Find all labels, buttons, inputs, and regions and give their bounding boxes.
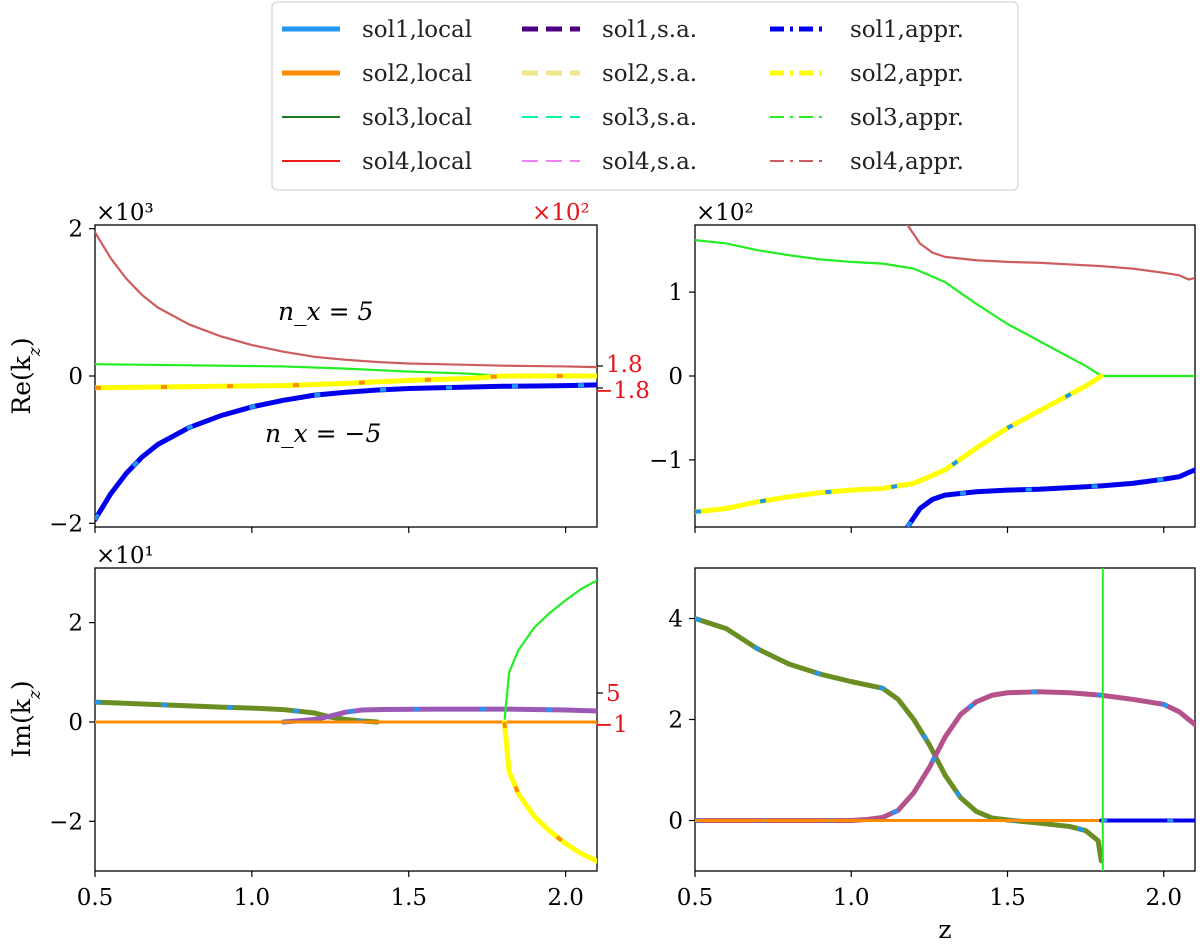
legend-label: sol2,local <box>362 61 472 87</box>
xlabel: z <box>938 915 951 944</box>
series-overlay-bottom-right <box>695 689 1195 823</box>
annotation-nx-positive: n_x = 5 <box>278 297 373 326</box>
legend-label: sol1,appr. <box>850 17 964 43</box>
ylabel-bottom: Im(kz) <box>7 680 45 757</box>
series-line-bottom-left-sol2-appr- <box>501 719 597 864</box>
series-line-top-right-sol1 <box>905 467 1195 527</box>
series-line-top-right-sol2 <box>695 373 1104 515</box>
ytick-label: 0 <box>668 809 683 835</box>
panel-bottom-left-frame <box>94 567 598 872</box>
xtick-label: 1.5 <box>390 885 427 911</box>
legend-label: sol1,s.a. <box>602 17 697 43</box>
series-overlay-bottom-left <box>502 721 597 863</box>
ytick-label: 4 <box>668 607 683 633</box>
ytick-label: −2 <box>49 809 83 835</box>
secondary-tick-top-left-1: 1.8 <box>606 352 643 378</box>
legend-label: sol4,s.a. <box>602 149 697 175</box>
xtick-label: 0.5 <box>77 885 114 911</box>
plot-layer: −2 0 2 −1 0 1 0.5 1.0 1.5 2.0 −2 0 2 0.5 1.0 1.5 2.0 0 2 4 <box>49 217 1195 911</box>
xtick-label: 2.0 <box>1145 885 1182 911</box>
secondary-scale-label-top-left: ×10² <box>532 200 590 226</box>
annotation-nx-negative: n_x = −5 <box>265 419 381 448</box>
secondary-tick-bottom-left-1: 5 <box>606 681 621 707</box>
series-line-top-right-sol3 <box>695 239 1195 378</box>
ytick-label: 2 <box>68 611 83 637</box>
series-line-top-left-sol4 <box>95 231 597 369</box>
series-overlay-top-left <box>95 382 597 521</box>
series-line-bottom-right-sol3 <box>695 616 1104 864</box>
xtick-label: 1.0 <box>833 885 870 911</box>
series-line-top-right-sol4 <box>906 225 1195 281</box>
series-line-bottom-left-sol4 <box>280 706 597 725</box>
scale-label-top-right: ×10² <box>696 200 754 226</box>
ytick-label: −1 <box>649 448 683 474</box>
ytick-label: 0 <box>68 364 83 390</box>
ytick-label: 2 <box>668 708 683 734</box>
panel-bottom-right-frame <box>694 567 1196 872</box>
legend-label: sol3,s.a. <box>602 105 697 131</box>
series-line-bottom-right-sol4 <box>695 689 1195 823</box>
secondary-tick-bottom-left-2: −1 <box>594 712 628 738</box>
legend-label: sol4,local <box>362 149 472 175</box>
secondary-tick-top-left-2: −1.8 <box>594 378 650 404</box>
legend-label: sol3,local <box>362 105 472 131</box>
legend-frame <box>271 1 1019 191</box>
xtick-label: 0.5 <box>677 885 714 911</box>
ytick-label: 1 <box>668 280 683 306</box>
xtick-label: 2.0 <box>547 885 584 911</box>
series-line-top-left-sol2 <box>95 373 597 391</box>
series-line-top-left-sol1 <box>95 382 597 523</box>
series-line-bottom-left-sol3-appr- <box>503 579 597 724</box>
legend: sol1,local sol2,local sol3,local sol4,local… <box>271 1 1019 191</box>
ytick-label: 0 <box>668 364 683 390</box>
series-line-bottom-left-sol3 <box>95 699 380 725</box>
scale-label-top-left: ×10³ <box>96 200 154 226</box>
legend-label: sol3,appr. <box>850 105 964 131</box>
legend-label: sol2,appr. <box>850 61 964 87</box>
ytick-label: −2 <box>49 511 83 537</box>
ytick-label: 0 <box>68 710 83 736</box>
legend-label: sol2,s.a. <box>602 61 697 87</box>
xtick-label: 1.5 <box>989 885 1026 911</box>
xtick-label: 1.0 <box>234 885 271 911</box>
scale-label-bottom-left: ×10¹ <box>96 543 154 569</box>
legend-label: sol1,local <box>362 17 472 43</box>
ytick-label: 2 <box>68 217 83 243</box>
ylabel-top: Re(kz) <box>7 337 45 414</box>
legend-label: sol4,appr. <box>850 149 964 175</box>
